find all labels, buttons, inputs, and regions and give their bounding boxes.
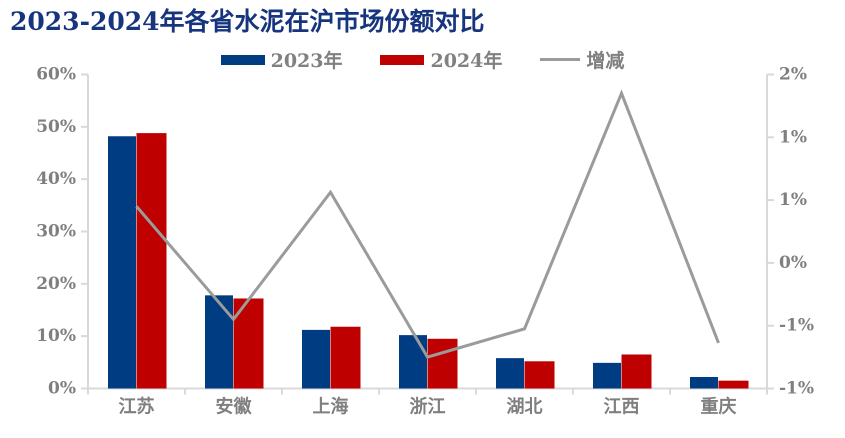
bar-2023年-江西 [593,362,621,389]
category-label: 安徽 [216,396,253,418]
legend-line-icon [540,58,581,61]
bar-2023年-重庆 [690,376,718,389]
bar-2024年-浙江 [427,338,458,389]
bar-2023年-湖北 [496,358,524,389]
left-axis-label: 30% [36,222,76,242]
chart-title: 2023-2024年各省水泥在沪市场份额对比 [10,7,485,36]
legend-item-2024: 2024年 [380,46,502,73]
legend-item-2023: 2023年 [220,46,343,73]
category-label: 重庆 [701,396,737,418]
left-axis-label: 60% [36,65,76,85]
right-axis-label: -1% [779,379,814,399]
right-axis-label: 1% [779,190,807,210]
bar-2023年-江苏 [108,136,136,389]
bar-2023年-上海 [302,329,330,389]
left-axis-label: 20% [36,274,76,294]
right-axis-label: 1% [779,127,807,147]
legend-label-change: 增减 [586,50,625,72]
category-label: 浙江 [410,396,446,418]
left-axis-label: 10% [36,326,76,346]
bar-2023年-浙江 [399,335,427,389]
legend: 2023年 2024年 增减 [0,46,845,73]
line-增减 [135,89,720,359]
category-label: 上海 [313,396,349,418]
left-axis-label: 0% [48,379,76,399]
bar-2024年-湖北 [524,361,555,389]
bar-2023年-安徽 [205,295,233,389]
legend-item-change: 增减 [540,46,624,73]
right-axis-label: 0% [779,253,807,273]
right-axis-label: 2% [779,65,807,85]
left-axis-label: 40% [36,169,76,189]
left-axis-label: 50% [36,117,76,137]
legend-swatch-2023-icon [220,54,265,65]
legend-label-2023: 2023年 [270,50,343,72]
bar-2024年-上海 [330,326,361,389]
bar-2024年-江西 [621,354,652,389]
right-axis-label: -1% [779,316,814,336]
bar-2024年-江苏 [136,133,167,389]
category-label: 江西 [604,397,640,418]
legend-swatch-2024-icon [380,54,425,65]
legend-label-2024: 2024年 [430,50,503,72]
category-label: 湖北 [507,397,543,418]
bar-2024年-重庆 [718,380,749,389]
category-label: 江苏 [119,396,155,418]
